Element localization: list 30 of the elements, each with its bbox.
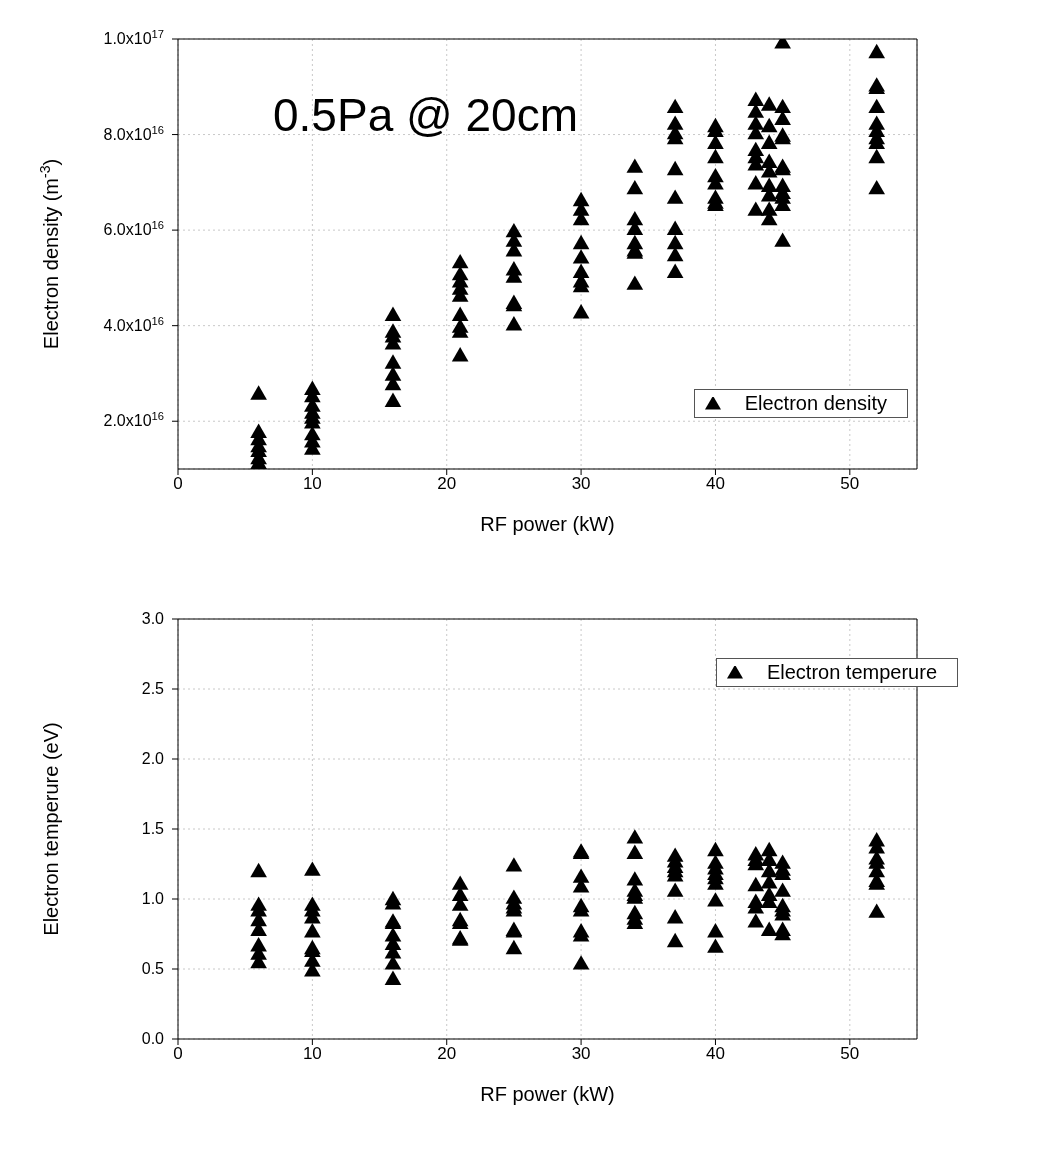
y-tick-label: 2.0 — [141, 750, 165, 767]
y-tick-label: 0.0 — [141, 1030, 165, 1047]
y-axis-title: Electron temperure (eV) — [40, 722, 62, 936]
x-axis-title: RF power (kW) — [480, 1083, 615, 1105]
y-tick-label: 0.5 — [141, 960, 165, 977]
x-tick-label: 0 — [173, 474, 183, 494]
x-tick-label: 0 — [173, 1044, 183, 1064]
x-axis-title: RF power (kW) — [480, 513, 615, 535]
y-tick-label: 8.0x10$^{16}$ — [103, 123, 164, 143]
legend-label: Electron temperure — [766, 661, 937, 683]
x-tick-label: 20 — [437, 1044, 457, 1064]
y-tick-label: 4.0x10$^{16}$ — [103, 314, 164, 334]
x-tick-label: 40 — [705, 1044, 725, 1064]
y-tick-label: 1.0x10$^{17}$ — [103, 28, 164, 47]
annotation: 0.5Pa @ 20cm — [273, 88, 578, 142]
x-tick-label: 30 — [571, 474, 591, 494]
x-tick-label: 50 — [840, 1044, 860, 1064]
x-tick-label: 50 — [840, 474, 860, 494]
y-tick-label: 2.5 — [141, 680, 165, 697]
x-tick-label: 30 — [571, 1044, 591, 1064]
y-tick-label: 2.0x10$^{16}$ — [103, 410, 164, 430]
x-tick-label: 10 — [302, 474, 322, 494]
x-tick-label: 20 — [437, 474, 457, 494]
x-tick-label: 10 — [302, 1044, 322, 1064]
y-tick-label: 6.0x10$^{16}$ — [103, 219, 164, 239]
y-tick-label: 1.5 — [141, 820, 165, 837]
x-tick-label: 40 — [705, 474, 725, 494]
y-tick-label: 1.0 — [141, 890, 165, 907]
legend-label: Electron density — [744, 392, 887, 414]
y-tick-label: 3.0 — [141, 610, 165, 627]
